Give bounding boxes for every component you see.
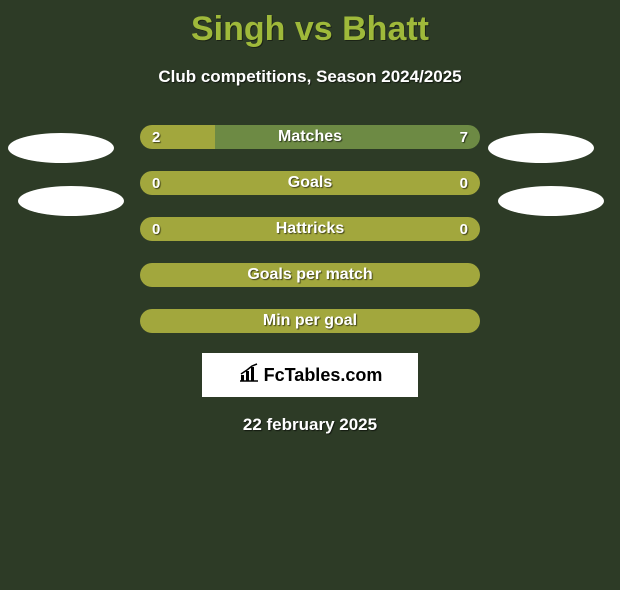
subtitle: Club competitions, Season 2024/2025	[0, 67, 620, 87]
avatar-top-right	[488, 133, 594, 163]
stat-bar: 00Goals	[140, 171, 480, 195]
stat-bar: Goals per match	[140, 263, 480, 287]
stat-bar: 27Matches	[140, 125, 480, 149]
stat-bar-label: Matches	[140, 125, 480, 149]
date-text: 22 february 2025	[0, 415, 620, 435]
stat-bar-label: Goals	[140, 171, 480, 195]
stat-bar-label: Goals per match	[140, 263, 480, 287]
stat-bar-label: Min per goal	[140, 309, 480, 333]
fctables-logo: FcTables.com	[202, 353, 418, 397]
logo-text: FcTables.com	[264, 365, 383, 386]
comparison-bars: 27Matches 00Goals 00Hattricks Goals per mat…	[140, 125, 480, 333]
stat-bar-label: Hattricks	[140, 217, 480, 241]
stat-bar: Min per goal	[140, 309, 480, 333]
page-title: Singh vs Bhatt	[0, 10, 620, 49]
chart-icon	[238, 363, 260, 388]
avatar-top-left	[8, 133, 114, 163]
avatar-mid-left	[18, 186, 124, 216]
stat-bar: 00Hattricks	[140, 217, 480, 241]
avatar-mid-right	[498, 186, 604, 216]
